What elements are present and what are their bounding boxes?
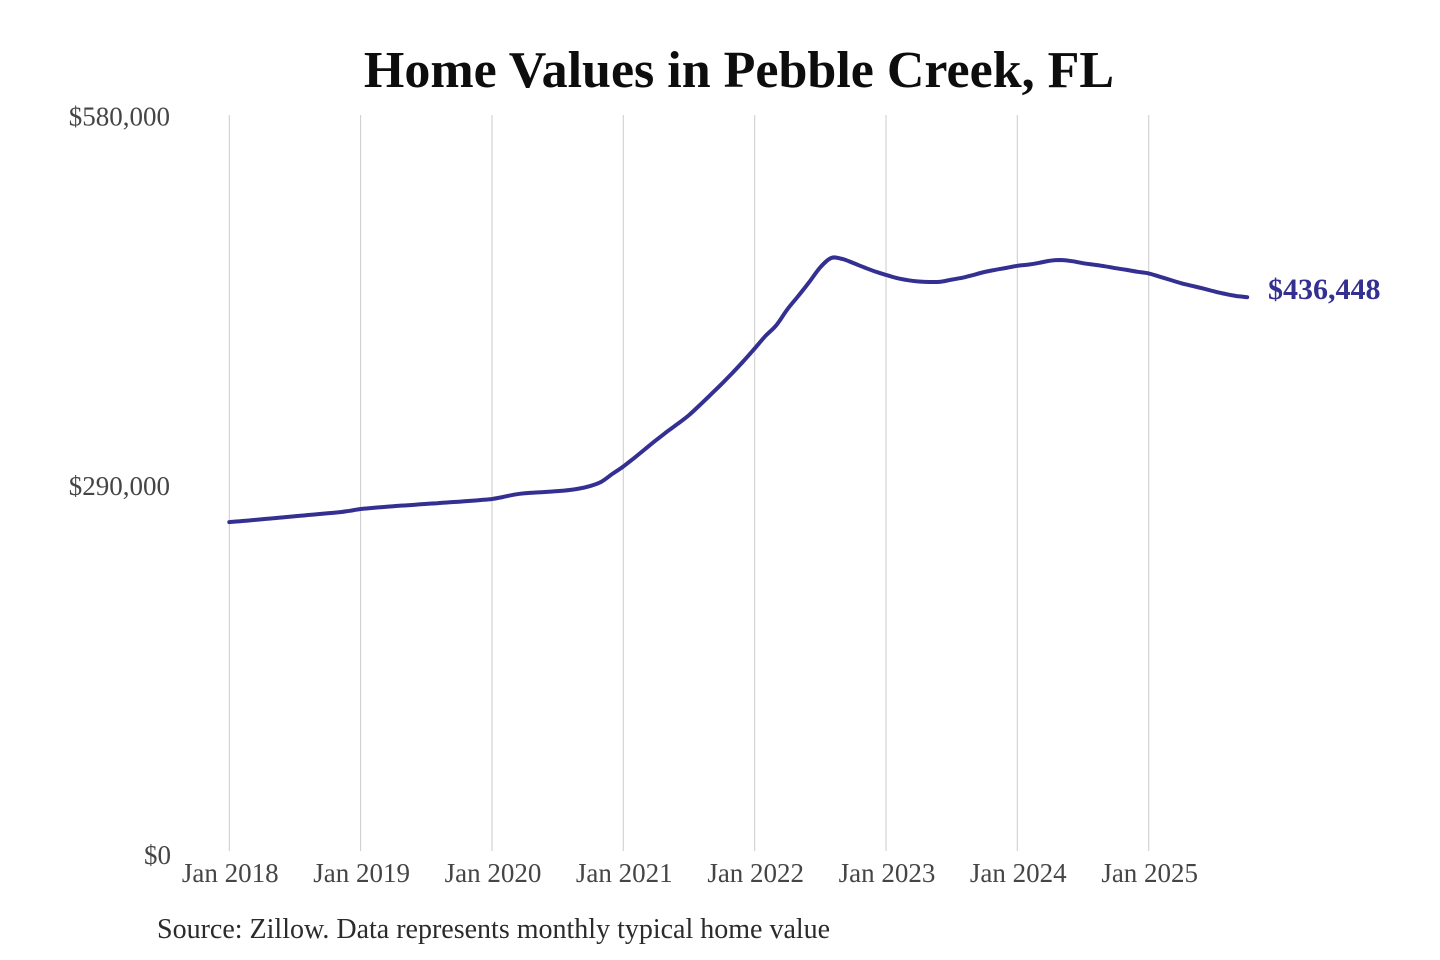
svg-text:$580,000: $580,000: [69, 102, 170, 132]
svg-text:$0: $0: [144, 840, 171, 870]
svg-text:$436,448: $436,448: [1268, 273, 1381, 306]
svg-text:Jan 2025: Jan 2025: [1101, 858, 1198, 888]
svg-text:Jan 2018: Jan 2018: [182, 858, 279, 888]
svg-text:$290,000: $290,000: [69, 471, 170, 501]
svg-text:Jan 2024: Jan 2024: [970, 858, 1067, 888]
svg-text:Jan 2020: Jan 2020: [445, 858, 542, 888]
svg-text:Jan 2022: Jan 2022: [707, 858, 804, 888]
svg-text:Jan 2019: Jan 2019: [313, 858, 410, 888]
svg-text:Home Values in Pebble Creek, F: Home Values in Pebble Creek, FL: [364, 42, 1114, 99]
svg-text:Jan 2021: Jan 2021: [576, 858, 673, 888]
svg-text:Jan 2023: Jan 2023: [839, 858, 936, 888]
svg-text:Source: Zillow. Data represent: Source: Zillow. Data represents monthly …: [157, 914, 830, 945]
